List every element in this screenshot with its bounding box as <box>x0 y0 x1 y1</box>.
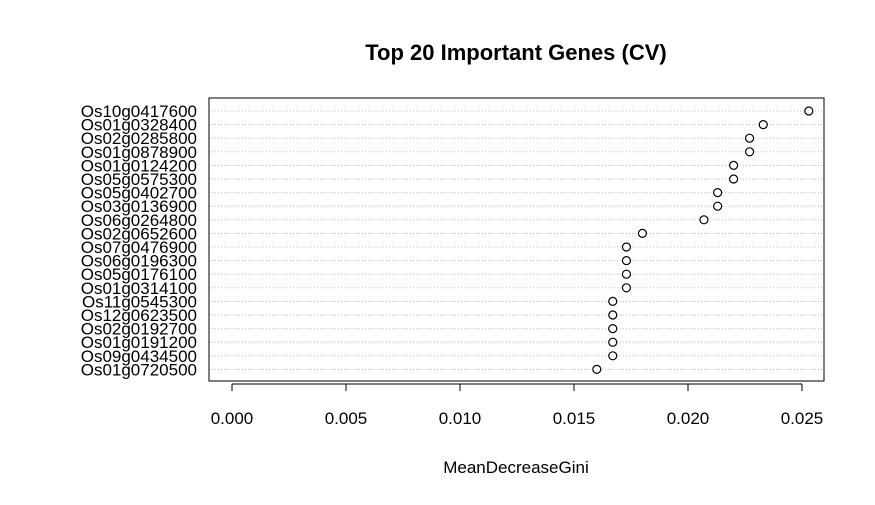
y-tick-label: Os02g0652600 <box>81 224 197 243</box>
y-tick-label: Os01g0878900 <box>81 143 197 162</box>
y-tick-label: Os02g0285800 <box>81 129 197 148</box>
y-tick-label: Os01g0124200 <box>81 156 197 175</box>
gridlines <box>209 110 824 370</box>
y-labels: Os10g0417600Os01g0328400Os02g0285800Os01… <box>81 102 197 379</box>
x-tick-label: 0.005 <box>325 409 368 428</box>
x-tick-label: 0.010 <box>439 409 482 428</box>
y-tick-label: Os02g0192700 <box>81 320 197 339</box>
x-axis-label: MeanDecreaseGini <box>443 458 589 477</box>
data-point <box>621 283 632 293</box>
y-tick-label: Os10g0417600 <box>81 102 197 121</box>
y-tick-label: Os01g0191200 <box>81 333 197 352</box>
y-tick-label: Os05g0176100 <box>81 265 197 284</box>
chart-title: Top 20 Important Genes (CV) <box>365 40 667 65</box>
data-point <box>608 324 618 334</box>
x-tick-label: 0.020 <box>667 409 710 428</box>
data-point <box>728 160 739 170</box>
y-tick-label: Os07g0476900 <box>81 238 197 257</box>
data-point <box>713 188 723 198</box>
data-point <box>713 201 723 211</box>
y-tick-label: Os01g0314100 <box>81 279 197 298</box>
x-axis: 0.000 0.005 0.010 0.015 0.020 0.025 <box>211 383 824 428</box>
y-tick-label: Os12g0623500 <box>81 306 197 325</box>
data-point <box>804 106 814 116</box>
y-tick-label: Os01g0720500 <box>81 360 197 379</box>
data-point <box>637 228 648 238</box>
data-point <box>608 351 618 361</box>
y-tick-label: Os06g0196300 <box>81 252 197 271</box>
data-point <box>592 364 602 374</box>
data-point <box>608 310 618 320</box>
x-tick-label: 0.025 <box>781 409 824 428</box>
x-tick-label: 0.000 <box>211 409 254 428</box>
data-point <box>758 119 768 130</box>
data-point <box>621 256 632 266</box>
y-tick-label: Os11g0545300 <box>82 292 197 311</box>
data-point <box>608 296 618 306</box>
data-point <box>621 242 632 252</box>
data-point <box>621 269 632 279</box>
data-point <box>744 147 755 157</box>
data-points <box>592 106 814 374</box>
data-point <box>699 215 709 225</box>
data-point <box>744 133 755 143</box>
y-tick-label: Os05g0402700 <box>81 184 197 203</box>
plot-border <box>208 97 825 382</box>
y-tick-label: Os05g0575300 <box>81 170 197 189</box>
y-tick-label: Os06g0264800 <box>81 211 197 230</box>
y-tick-label: Os09g0434500 <box>81 347 197 366</box>
data-point <box>728 174 739 184</box>
y-tick-label: Os01g0328400 <box>81 116 197 135</box>
x-tick-label: 0.015 <box>553 409 596 428</box>
data-point <box>608 337 618 347</box>
y-tick-label: Os03g0136900 <box>81 197 197 216</box>
